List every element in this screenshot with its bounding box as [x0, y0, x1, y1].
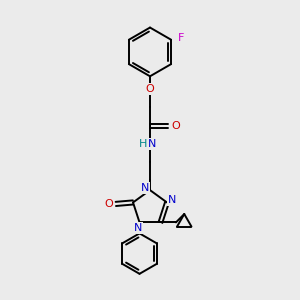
Text: N: N	[148, 139, 156, 149]
Text: N: N	[134, 223, 142, 233]
Text: F: F	[177, 33, 184, 43]
Text: O: O	[146, 84, 154, 94]
Text: O: O	[172, 121, 180, 130]
Text: O: O	[104, 199, 113, 209]
Text: N: N	[168, 195, 176, 205]
Text: N: N	[140, 183, 149, 193]
Text: H: H	[139, 139, 148, 149]
